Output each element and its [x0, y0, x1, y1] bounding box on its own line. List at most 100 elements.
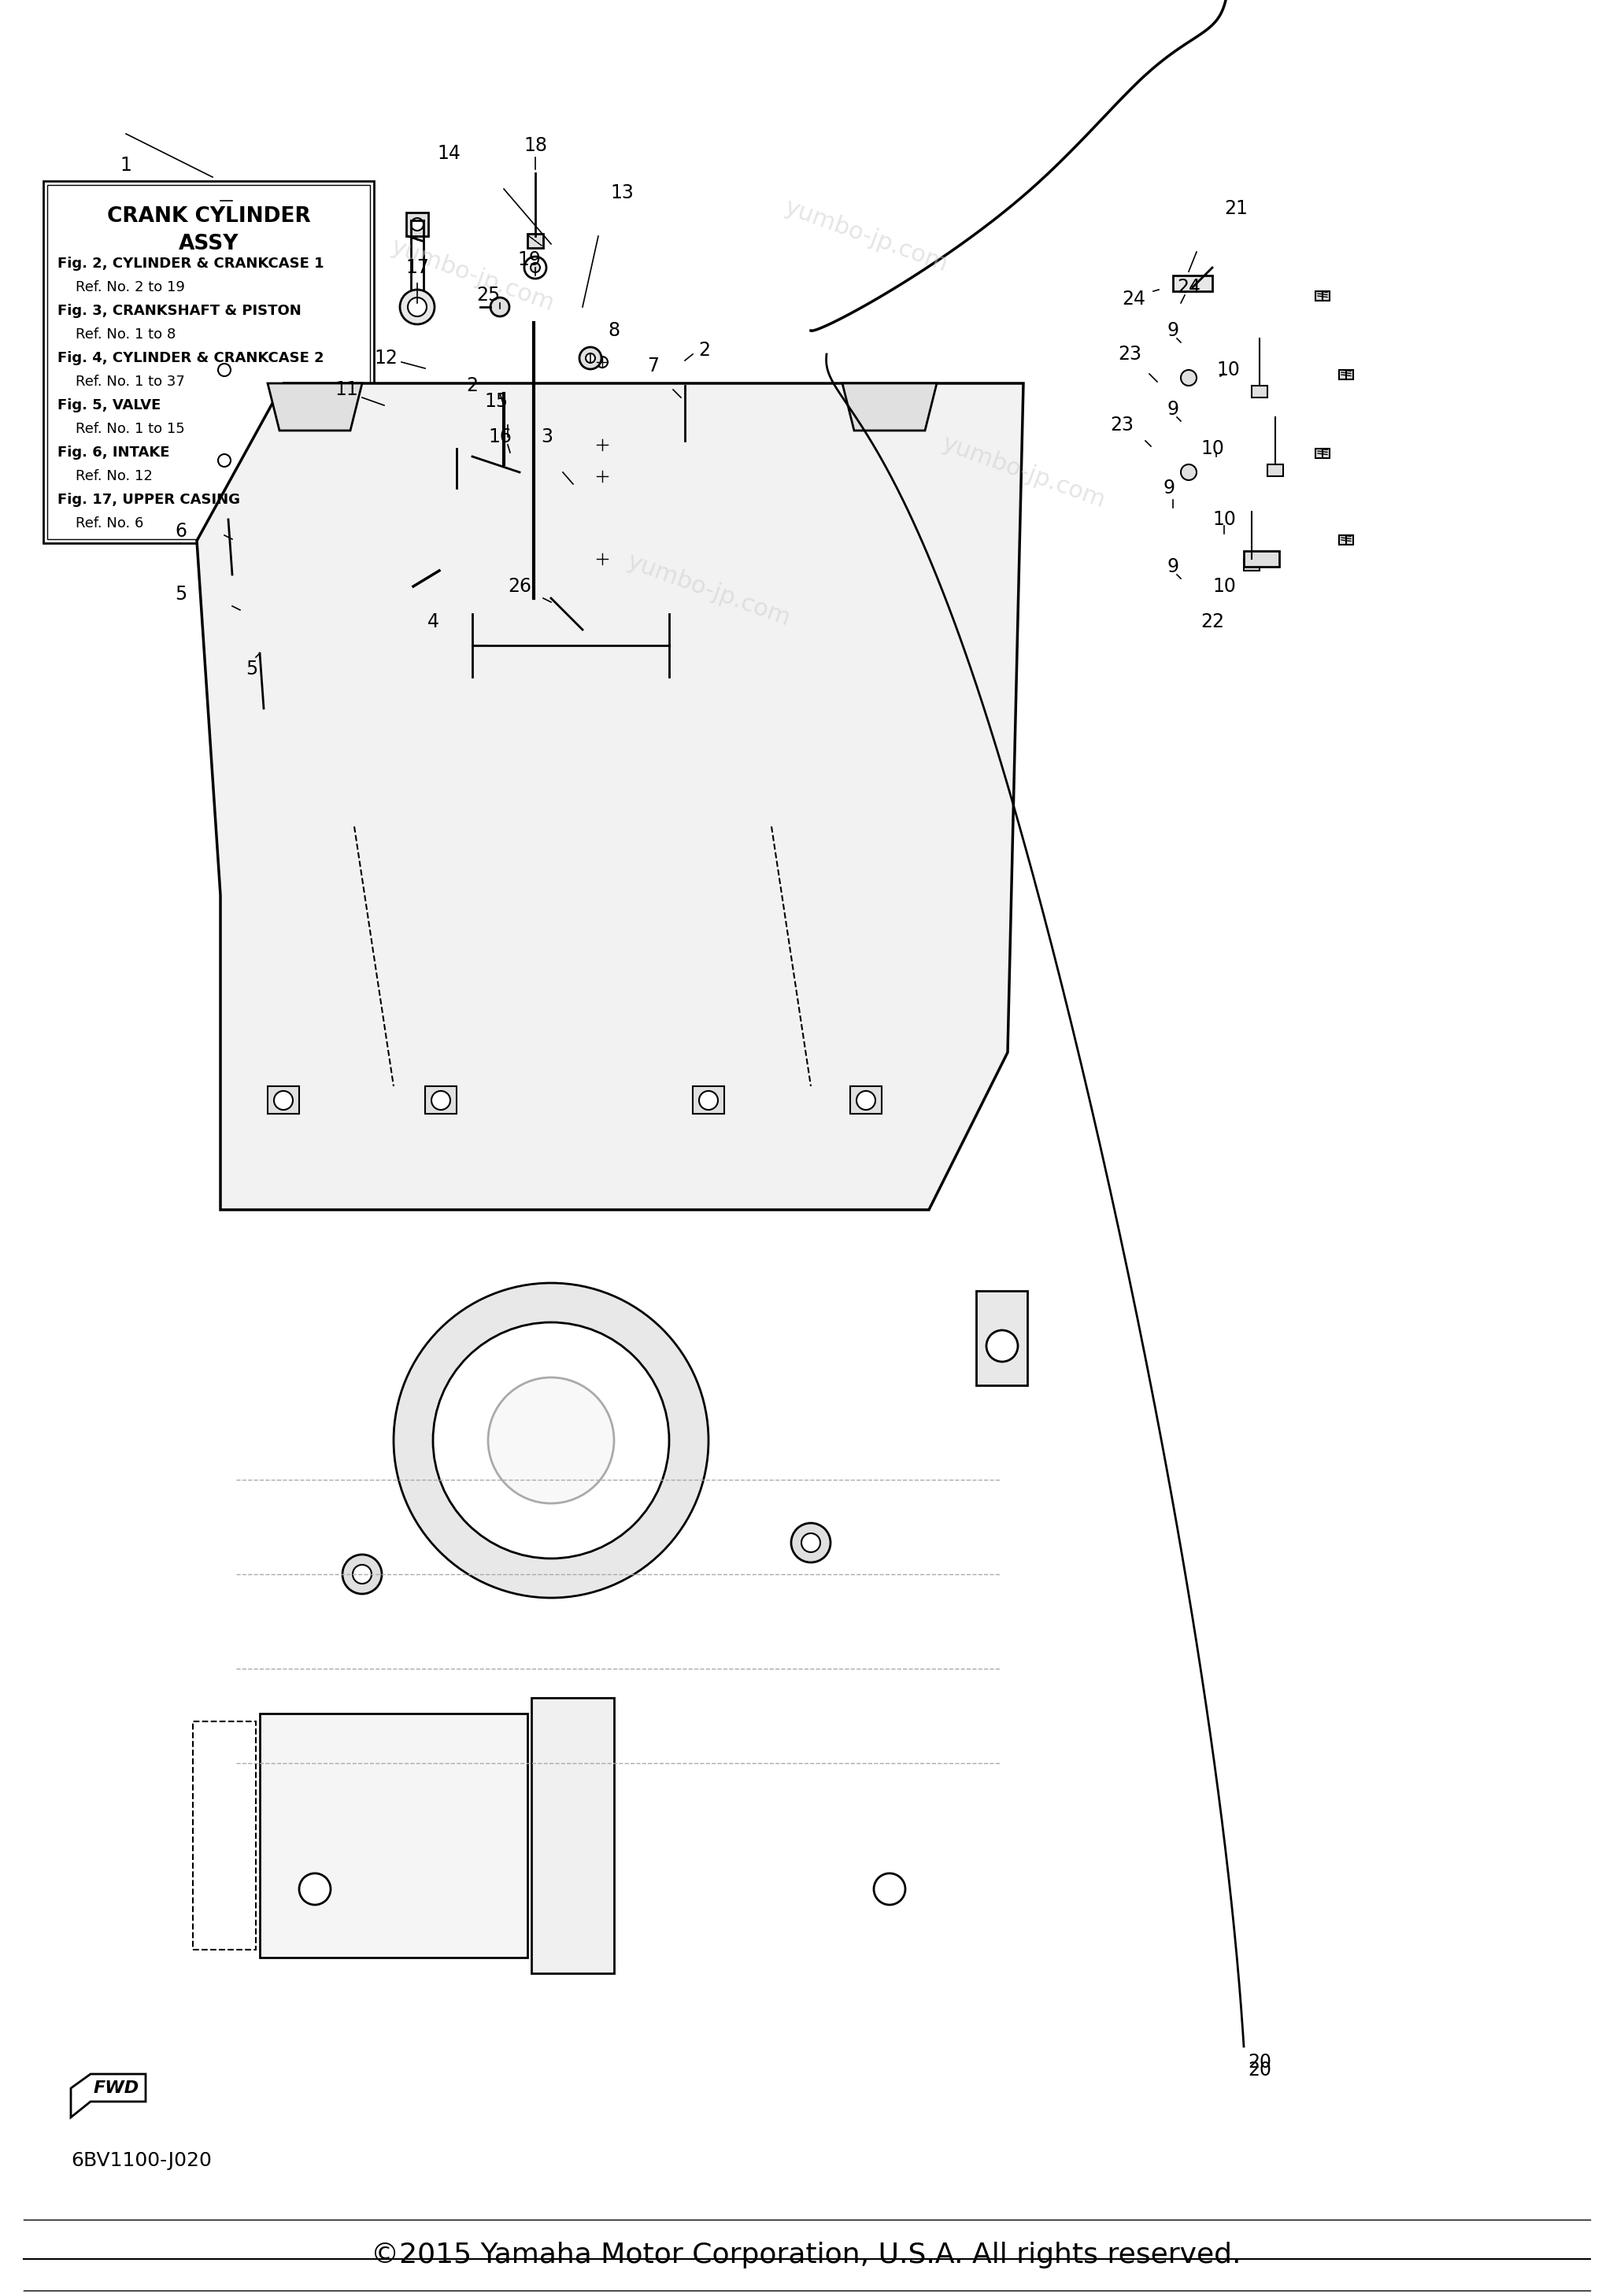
Bar: [256, 707, 268, 716]
Text: 10: 10: [1213, 576, 1236, 597]
Bar: [406, 214, 427, 236]
Circle shape: [298, 1874, 331, 1906]
Text: 16: 16: [489, 427, 511, 445]
Circle shape: [394, 583, 423, 613]
Text: Ref. No. 12: Ref. No. 12: [58, 468, 153, 482]
Circle shape: [489, 1378, 615, 1504]
Text: Ref. No. 2 to 19: Ref. No. 2 to 19: [58, 280, 185, 294]
Text: 18: 18: [524, 135, 547, 156]
Text: 1: 1: [119, 156, 132, 174]
Text: 26: 26: [508, 576, 531, 597]
Text: 24: 24: [1121, 289, 1145, 308]
Circle shape: [790, 1522, 831, 1561]
Text: yumbo-jp.com: yumbo-jp.com: [781, 195, 950, 276]
Circle shape: [432, 1322, 669, 1559]
Bar: [582, 629, 602, 654]
Bar: [1173, 276, 1213, 292]
Text: 10: 10: [1200, 439, 1224, 459]
Text: 11: 11: [334, 381, 358, 400]
Bar: [224, 574, 235, 583]
Bar: [442, 553, 471, 563]
Circle shape: [524, 257, 547, 278]
Circle shape: [445, 530, 468, 556]
Circle shape: [347, 413, 440, 507]
Text: 5: 5: [245, 659, 258, 680]
Circle shape: [342, 1554, 382, 1593]
Text: 23: 23: [1110, 416, 1134, 434]
Bar: [268, 1086, 298, 1114]
Text: 25: 25: [476, 285, 500, 305]
Circle shape: [1181, 464, 1197, 480]
Circle shape: [431, 1091, 450, 1109]
Bar: [1244, 551, 1279, 567]
Text: 2: 2: [698, 340, 710, 360]
Polygon shape: [71, 2073, 145, 2117]
Circle shape: [450, 537, 463, 549]
Circle shape: [358, 425, 429, 496]
Text: 19: 19: [518, 250, 540, 269]
Circle shape: [597, 439, 608, 450]
Bar: [495, 459, 511, 473]
Text: 13: 13: [610, 184, 634, 202]
Text: 24: 24: [1177, 278, 1200, 296]
Text: 9: 9: [1168, 321, 1179, 340]
Text: Ref. No. 1 to 8: Ref. No. 1 to 8: [58, 328, 176, 342]
Circle shape: [1181, 370, 1197, 386]
Text: ©2015 Yamaha Motor Corporation, U.S.A. All rights reserved.: ©2015 Yamaha Motor Corporation, U.S.A. A…: [371, 2241, 1242, 2268]
Polygon shape: [260, 1713, 527, 1958]
Circle shape: [586, 354, 595, 363]
Text: Ref. No. 1 to 15: Ref. No. 1 to 15: [58, 422, 185, 436]
Circle shape: [218, 455, 231, 466]
Bar: [377, 572, 418, 595]
Text: 20: 20: [1248, 2060, 1271, 2080]
Bar: [692, 1086, 724, 1114]
Text: 23: 23: [1118, 344, 1142, 363]
Circle shape: [218, 363, 231, 377]
Text: Ref. No. 1 to 37: Ref. No. 1 to 37: [58, 374, 185, 388]
Bar: [976, 1290, 1027, 1384]
Bar: [1268, 464, 1284, 475]
Polygon shape: [197, 383, 1023, 1210]
Text: 17: 17: [405, 257, 429, 278]
Bar: [445, 434, 468, 448]
Circle shape: [274, 1091, 294, 1109]
Polygon shape: [531, 1697, 615, 1972]
Text: Fig. 2, CYLINDER & CRANKCASE 1: Fig. 2, CYLINDER & CRANKCASE 1: [58, 257, 324, 271]
Text: Fig. 5, VALVE: Fig. 5, VALVE: [58, 397, 161, 413]
Polygon shape: [842, 383, 937, 432]
Text: FWD: FWD: [94, 2080, 139, 2096]
Text: Fig. 3, CRANKSHAFT & PISTON: Fig. 3, CRANKSHAFT & PISTON: [58, 303, 302, 317]
Bar: [527, 234, 544, 248]
Bar: [850, 1086, 882, 1114]
Circle shape: [597, 553, 608, 565]
Text: Fig. 4, CYLINDER & CRANKCASE 2: Fig. 4, CYLINDER & CRANKCASE 2: [58, 351, 324, 365]
Circle shape: [490, 298, 510, 317]
Circle shape: [597, 471, 608, 482]
Circle shape: [408, 298, 427, 317]
Text: CRANK CYLINDER: CRANK CYLINDER: [106, 207, 310, 227]
Text: 6BV1100-J020: 6BV1100-J020: [71, 2151, 211, 2170]
Bar: [516, 468, 529, 480]
Text: 6: 6: [176, 521, 187, 542]
Circle shape: [987, 1329, 1018, 1362]
Text: 3: 3: [542, 427, 553, 445]
Circle shape: [857, 1091, 876, 1109]
Text: Fig. 6, INTAKE: Fig. 6, INTAKE: [58, 445, 169, 459]
Circle shape: [411, 218, 424, 230]
Text: 15: 15: [484, 393, 508, 411]
Text: 10: 10: [1213, 510, 1236, 528]
Text: 21: 21: [1224, 200, 1248, 218]
Text: 8: 8: [608, 321, 619, 340]
Circle shape: [394, 1283, 708, 1598]
Text: 10: 10: [1216, 360, 1240, 379]
Text: 22: 22: [1200, 613, 1224, 631]
Text: 2: 2: [466, 377, 477, 395]
Text: 14: 14: [437, 145, 460, 163]
Bar: [1252, 386, 1268, 397]
Bar: [426, 1086, 456, 1114]
Circle shape: [348, 599, 361, 613]
Polygon shape: [268, 383, 361, 432]
Circle shape: [802, 1534, 821, 1552]
Bar: [1244, 558, 1260, 572]
Bar: [44, 181, 374, 544]
